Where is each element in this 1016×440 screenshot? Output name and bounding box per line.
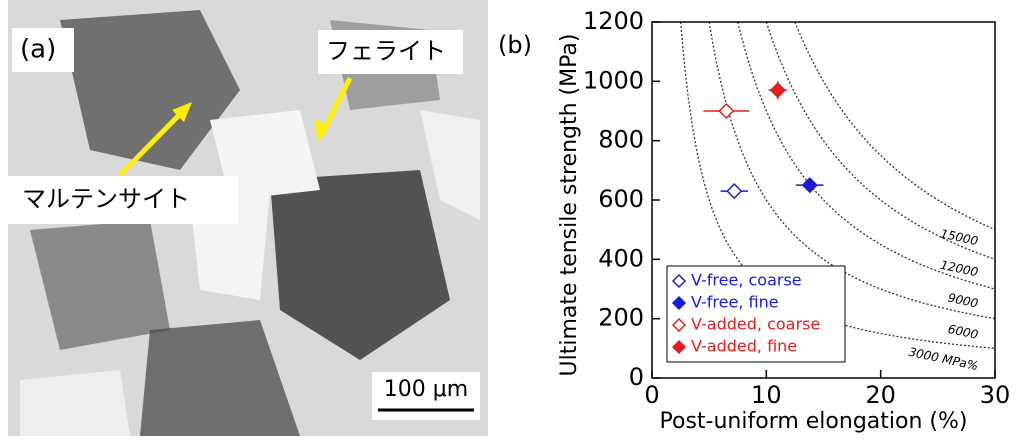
x-tick-label: 10	[751, 381, 782, 409]
legend-marker	[671, 339, 687, 355]
annotation: マルテンサイト	[22, 185, 190, 213]
y-tick-label: 800	[598, 126, 644, 154]
y-tick-label: 600	[598, 185, 644, 213]
y-tick-label: 0	[629, 363, 644, 391]
x-tick-label: 0	[644, 381, 659, 409]
legend-label: V-added, coarse	[691, 315, 820, 334]
iso-line-label: 15000	[939, 227, 980, 249]
y-axis-title: Ultimate tensile strength (MPa)	[557, 34, 582, 377]
legend-label: V-free, coarse	[691, 271, 802, 290]
x-tick-label: 30	[980, 381, 1011, 409]
panel-label: (a)	[20, 35, 56, 65]
y-tick-label: 200	[598, 304, 644, 332]
ferrite-grain	[420, 110, 480, 220]
legend-marker	[671, 317, 687, 333]
label-box	[372, 372, 480, 420]
legend-box	[666, 265, 846, 363]
iso-line-label: 12000	[939, 258, 980, 280]
annotation: フェライト	[326, 37, 446, 65]
legend-label: V-free, fine	[691, 293, 779, 312]
iso-line	[794, 21, 996, 231]
martensite-region	[30, 220, 170, 350]
iso-line-label: 6000	[947, 322, 980, 342]
y-tick-label: 1200	[583, 7, 644, 35]
data-point	[769, 82, 786, 99]
panel-label: (b)	[498, 31, 532, 59]
martensite-region	[270, 170, 450, 360]
legend-marker	[671, 295, 687, 311]
iso-line-label: 3000 MPa%	[907, 345, 979, 373]
y-tick-label: 1000	[583, 66, 644, 94]
legend-marker	[671, 273, 687, 289]
label-box	[8, 176, 238, 224]
ferrite-grain	[20, 370, 130, 436]
micrograph: (a) フェライト マルテンサイト 100 μm	[8, 0, 488, 436]
x-axis-title: Post-uniform elongation (%)	[660, 409, 968, 434]
martensite-region	[60, 10, 240, 170]
label-box	[12, 28, 74, 72]
iso-line	[765, 21, 996, 260]
iso-line	[708, 21, 996, 320]
data-point	[726, 183, 743, 200]
x-tick-label: 20	[865, 381, 896, 409]
arrow-head	[314, 120, 330, 142]
arrow	[118, 106, 188, 177]
arrow-head	[172, 102, 192, 122]
scale-bar-label: 100 μm	[384, 377, 468, 402]
legend-label: V-added, fine	[691, 337, 797, 356]
data-point	[718, 102, 735, 120]
y-tick-label: 400	[598, 244, 644, 272]
iso-line-label: 9000	[947, 291, 980, 311]
label-box	[318, 30, 463, 74]
iso-line	[737, 21, 996, 290]
martensite-region	[140, 320, 300, 436]
data-point	[801, 177, 818, 194]
arrow	[319, 76, 353, 136]
